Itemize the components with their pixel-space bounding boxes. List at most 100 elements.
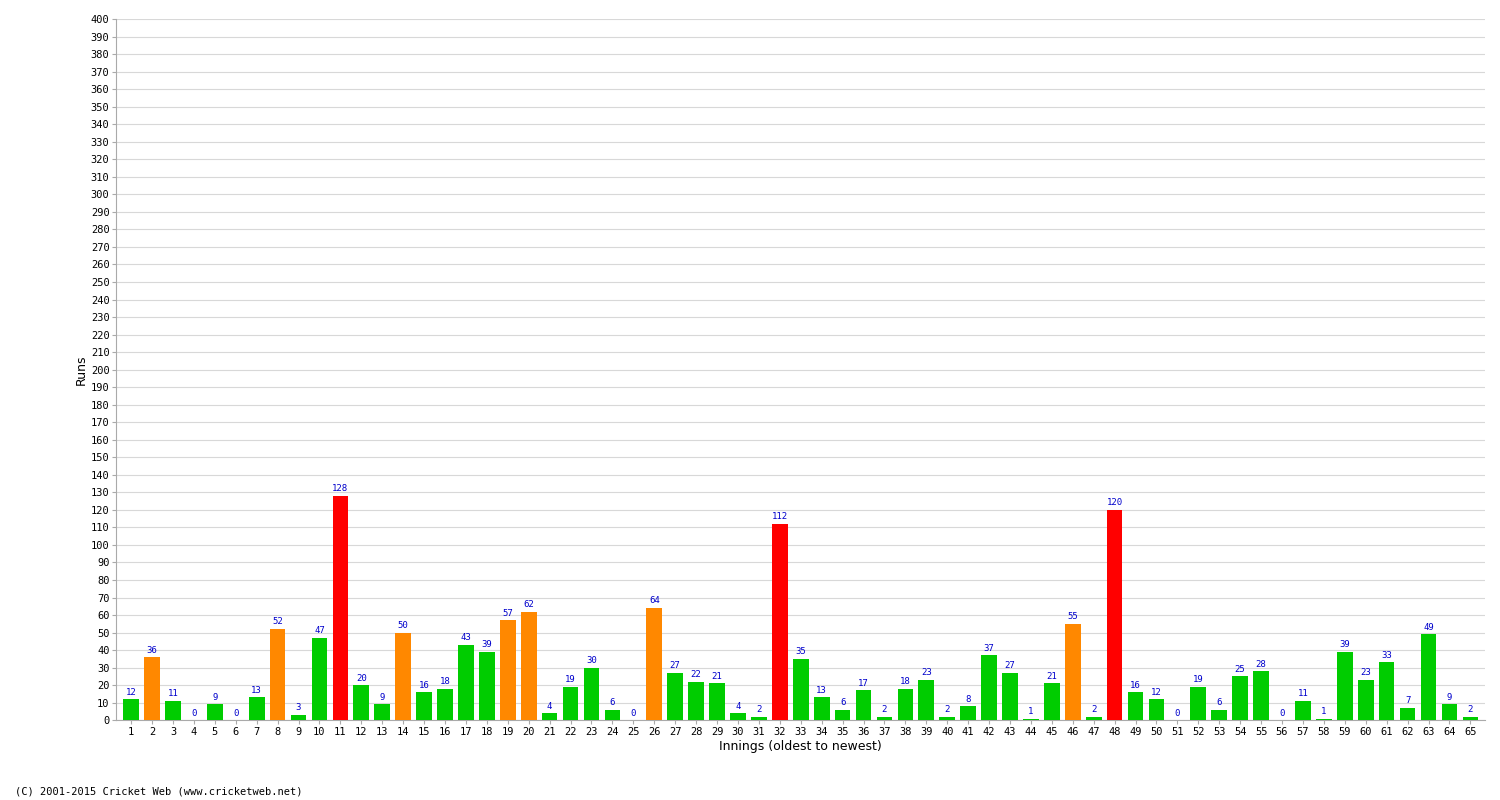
Text: 11: 11 [1298,690,1308,698]
Bar [688,682,703,720]
Text: 39: 39 [1340,640,1350,650]
Text: 9: 9 [380,693,386,702]
Text: 8: 8 [966,694,970,704]
Text: 20: 20 [356,674,366,682]
Bar [1420,634,1437,720]
Text: 2: 2 [882,705,886,714]
Bar [249,698,264,720]
Text: 16: 16 [419,681,429,690]
Text: 3: 3 [296,703,302,712]
Bar [1400,708,1416,720]
Text: 12: 12 [126,688,136,697]
Bar [1044,683,1059,720]
Bar [897,689,914,720]
Text: 28: 28 [1256,659,1266,669]
Text: 6: 6 [840,698,846,707]
Text: 0: 0 [1174,709,1180,718]
Bar [207,705,222,720]
Text: 112: 112 [771,512,788,522]
Bar [312,638,327,720]
Text: 13: 13 [816,686,827,695]
Text: 49: 49 [1424,622,1434,632]
Bar [710,683,724,720]
Bar [668,673,682,720]
Bar [855,690,871,720]
Text: 9: 9 [1446,693,1452,702]
Text: 128: 128 [333,484,348,494]
Bar [794,659,808,720]
Bar [270,629,285,720]
Bar [500,620,516,720]
Text: 2: 2 [1090,705,1096,714]
Text: (C) 2001-2015 Cricket Web (www.cricketweb.net): (C) 2001-2015 Cricket Web (www.cricketwe… [15,786,303,796]
Bar [1191,687,1206,720]
Text: 57: 57 [503,609,513,618]
Text: 4: 4 [548,702,552,710]
Bar [123,699,140,720]
Text: 52: 52 [272,618,284,626]
Bar [1086,717,1101,720]
Text: 2: 2 [945,705,950,714]
Bar [1442,705,1458,720]
Bar [436,689,453,720]
Text: 0: 0 [630,709,636,718]
Text: 0: 0 [190,709,196,718]
Bar [730,714,746,720]
Text: 64: 64 [650,597,660,606]
Text: 16: 16 [1130,681,1142,690]
Bar [981,655,998,720]
Bar [1023,718,1040,720]
Bar [1002,673,1019,720]
Text: 22: 22 [690,670,702,679]
Bar [562,687,579,720]
Bar [144,657,160,720]
Text: 0: 0 [232,709,238,718]
Text: 1: 1 [1028,707,1033,716]
Text: 2: 2 [1467,705,1473,714]
Bar [1294,701,1311,720]
Bar [939,717,956,720]
Text: 35: 35 [795,647,806,656]
Text: 33: 33 [1382,650,1392,660]
Text: 17: 17 [858,679,868,688]
Bar [1107,510,1122,720]
Text: 18: 18 [900,677,910,686]
Bar [1233,677,1248,720]
Bar [646,608,662,720]
Bar [1462,717,1478,720]
Text: 7: 7 [1406,696,1410,706]
Text: 43: 43 [460,634,471,642]
Text: 2: 2 [756,705,762,714]
Bar [1065,624,1080,720]
Bar [1336,652,1353,720]
Bar [604,710,621,720]
Text: 6: 6 [609,698,615,707]
Bar [458,645,474,720]
Text: 21: 21 [711,672,723,681]
Bar [333,496,348,720]
Bar [960,706,976,720]
Text: 30: 30 [586,656,597,665]
Text: 23: 23 [1360,668,1371,678]
Bar [1378,662,1395,720]
Bar [584,668,600,720]
Y-axis label: Runs: Runs [75,354,88,385]
Text: 12: 12 [1150,688,1162,697]
Bar [375,705,390,720]
X-axis label: Innings (oldest to newest): Innings (oldest to newest) [720,740,882,753]
Text: 1: 1 [1322,707,1326,716]
Bar [542,714,558,720]
Bar [1358,680,1374,720]
Text: 50: 50 [398,621,408,630]
Bar [416,692,432,720]
Bar [1316,718,1332,720]
Bar [752,717,766,720]
Text: 0: 0 [1280,709,1284,718]
Text: 55: 55 [1068,612,1078,622]
Bar [291,715,306,720]
Text: 4: 4 [735,702,741,710]
Text: 27: 27 [670,662,681,670]
Text: 19: 19 [566,675,576,684]
Text: 27: 27 [1005,662,1016,670]
Text: 25: 25 [1234,665,1245,674]
